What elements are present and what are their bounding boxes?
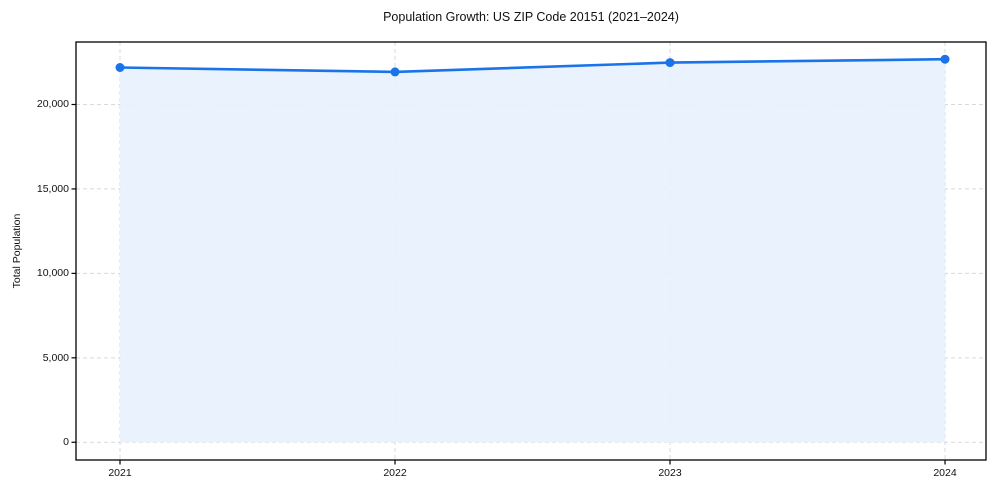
data-point-marker [115,63,125,73]
x-tick-label: 2024 [933,467,957,479]
y-tick-label: 0 [63,436,69,449]
x-tick-label: 2022 [383,467,407,479]
y-tick-label: 20,000 [36,98,69,111]
line-chart-plot-area [71,41,987,465]
x-tick-label: 2023 [658,467,682,479]
data-line [118,57,947,74]
y-tick-label: 10,000 [36,267,69,280]
x-tick-label: 2021 [108,467,132,479]
data-point-marker [940,54,950,64]
area-fill [120,59,946,443]
data-point-marker [390,67,400,77]
y-tick-label: 5,000 [42,351,69,364]
data-point-marker [665,58,675,68]
plot-frame [75,41,987,461]
y-tick-label: 15,000 [36,182,69,195]
chart-title: Population Growth: US ZIP Code 20151 (20… [383,10,679,24]
